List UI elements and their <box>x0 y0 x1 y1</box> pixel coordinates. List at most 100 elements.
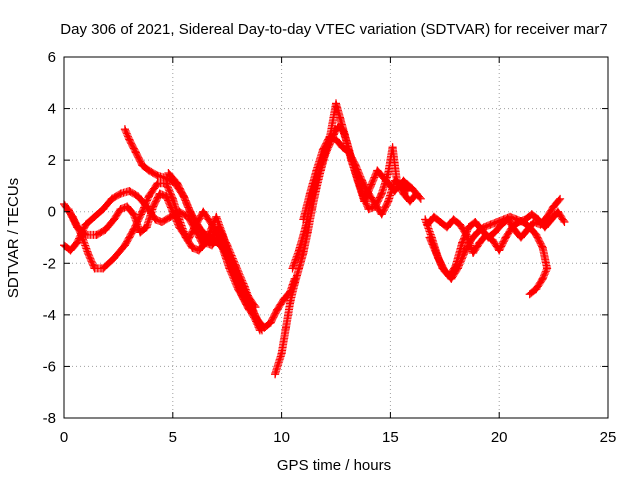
y-tick-label: 0 <box>48 204 56 221</box>
data-point <box>543 264 552 273</box>
data-point <box>131 148 140 157</box>
data-series <box>64 189 264 335</box>
data-point <box>438 264 447 273</box>
data-point <box>305 189 314 198</box>
data-point <box>116 205 125 214</box>
data-point <box>138 161 147 170</box>
data-point <box>371 199 380 208</box>
data-point <box>484 233 493 242</box>
data-point <box>90 212 99 221</box>
tick-layer <box>63 56 609 419</box>
data-point <box>458 238 467 247</box>
data-point <box>358 176 367 185</box>
data-point <box>81 220 90 229</box>
data-point <box>273 305 282 314</box>
data-point <box>416 194 425 203</box>
y-tick-label: -2 <box>43 255 56 272</box>
data-point <box>543 212 552 221</box>
data-point <box>377 210 386 219</box>
label-layer: 0 5 10 15 20 25 -8 -6 -4 -2 0 2 4 6 <box>43 49 617 446</box>
data-point <box>120 125 129 134</box>
data-point <box>471 218 480 227</box>
data-point <box>73 238 82 247</box>
data-point <box>234 277 243 286</box>
data-point <box>516 233 525 242</box>
data-point <box>336 114 345 123</box>
data-point <box>207 241 216 250</box>
data-point <box>451 261 460 270</box>
data-point <box>475 238 484 247</box>
data-point <box>155 189 164 198</box>
data-point <box>493 218 502 227</box>
data-point <box>136 228 145 237</box>
data-point <box>242 290 251 299</box>
data-point <box>384 197 393 206</box>
data-point <box>164 169 173 178</box>
data-point <box>318 145 327 154</box>
data-point <box>299 215 308 224</box>
data-point <box>123 202 132 211</box>
x-tick-label: 5 <box>169 429 177 446</box>
x-tick-label: 15 <box>382 429 399 446</box>
data-point <box>138 207 147 216</box>
data-point <box>532 285 541 294</box>
data-point <box>445 272 454 281</box>
data-point <box>332 99 340 108</box>
data-point <box>255 326 264 335</box>
y-tick-label: 4 <box>48 101 56 118</box>
data-point <box>201 238 210 247</box>
data-point <box>101 225 110 234</box>
data-point <box>260 323 269 332</box>
data-point <box>186 207 195 216</box>
x-axis-label: GPS time / hours <box>277 457 391 474</box>
data-point <box>514 218 523 227</box>
data-point <box>442 223 451 232</box>
data-point <box>133 192 142 201</box>
data-point <box>110 215 119 224</box>
data-point <box>390 176 399 185</box>
data-point <box>340 130 349 139</box>
data-point <box>286 297 295 306</box>
data-point <box>253 316 262 325</box>
data-point <box>338 143 347 152</box>
data-point <box>184 236 193 245</box>
data-point <box>153 171 162 180</box>
data-point <box>99 264 108 273</box>
x-tick-label: 0 <box>60 429 68 446</box>
data-point <box>525 290 534 299</box>
data-point <box>429 212 438 221</box>
data-point <box>144 192 153 201</box>
data-point <box>382 176 391 185</box>
data-point <box>168 207 177 216</box>
data-point <box>207 220 216 229</box>
data-point <box>408 184 417 193</box>
y-tick-label: -8 <box>43 410 56 427</box>
data-series <box>425 194 565 281</box>
data-point <box>144 166 153 175</box>
data-point <box>397 181 406 190</box>
data-point <box>194 246 203 255</box>
data-point <box>125 187 134 196</box>
data-point <box>556 194 565 203</box>
data-point <box>162 192 171 201</box>
data-point <box>560 218 569 227</box>
data-point <box>332 135 340 144</box>
data-point <box>549 202 558 211</box>
data-point <box>464 223 473 232</box>
data-point <box>125 135 134 144</box>
x-tick-label: 20 <box>491 429 508 446</box>
data-point <box>212 212 221 221</box>
data-point <box>175 223 184 232</box>
x-tick-label: 25 <box>600 429 617 446</box>
data-series <box>299 132 412 224</box>
data-point <box>423 220 432 229</box>
data-point <box>107 194 116 203</box>
y-tick-label: -6 <box>43 358 56 375</box>
data-point <box>521 215 530 224</box>
y-tick-label: -4 <box>43 307 56 324</box>
y-axis-label: SDTVAR / TECUs <box>5 178 22 298</box>
data-point <box>553 207 562 216</box>
data-point <box>271 370 280 379</box>
